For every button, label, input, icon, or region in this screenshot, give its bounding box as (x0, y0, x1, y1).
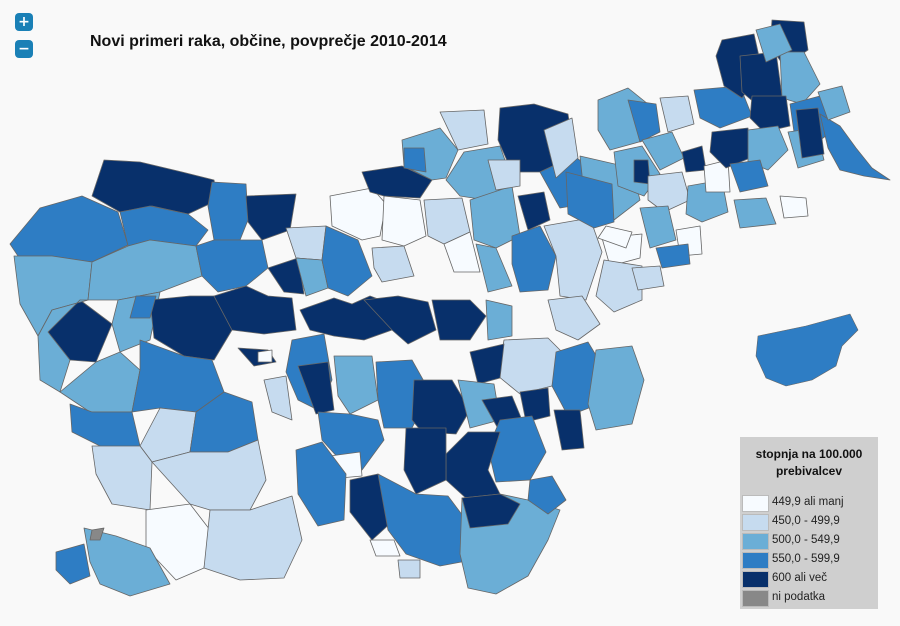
municipality-region[interactable] (263, 375, 293, 421)
municipality-region[interactable] (631, 265, 665, 291)
legend-label: 550,0 - 599,9 (772, 553, 840, 565)
municipality-region[interactable] (779, 51, 821, 105)
legend-swatch (742, 552, 769, 569)
municipality-region[interactable] (443, 231, 481, 273)
legend-item-class-1: 449,9 ali manj (742, 495, 876, 513)
map-title: Novi primeri raka, občine, povprečje 201… (90, 33, 447, 50)
municipality-region[interactable] (729, 159, 769, 193)
municipality-region[interactable] (469, 343, 505, 385)
legend-swatch (742, 590, 769, 607)
municipality-region[interactable] (37, 299, 89, 393)
municipality-region[interactable] (361, 165, 433, 199)
legend-label: 449,9 ali manj (772, 496, 844, 508)
municipality-region[interactable] (565, 171, 615, 229)
municipality-region[interactable] (403, 147, 427, 173)
municipality-region[interactable] (89, 527, 105, 541)
municipality-region[interactable] (655, 243, 691, 269)
municipality-region[interactable] (819, 113, 891, 181)
municipality-region[interactable] (733, 197, 777, 229)
legend-label: 450,0 - 499,9 (772, 515, 840, 527)
legend-label: ni podatka (772, 591, 826, 603)
municipality-region[interactable] (213, 285, 297, 335)
municipality-region[interactable] (647, 171, 691, 213)
zoom-in-button[interactable]: + (15, 13, 33, 31)
municipality-region[interactable] (55, 543, 91, 585)
legend-title: stopnja na 100.000 prebivalcev (755, 447, 863, 478)
legend-swatch (742, 514, 769, 531)
legend-swatch (742, 495, 769, 512)
municipality-region[interactable] (755, 23, 793, 63)
municipality-region[interactable] (681, 145, 707, 173)
municipality-region[interactable] (475, 243, 513, 293)
municipality-region[interactable] (203, 495, 303, 581)
municipality-region[interactable] (749, 95, 791, 133)
municipality-region[interactable] (519, 387, 551, 423)
municipality-region[interactable] (627, 99, 661, 143)
municipality-region[interactable] (149, 295, 233, 361)
municipality-region[interactable] (129, 295, 157, 319)
municipality-region[interactable] (595, 259, 643, 313)
municipality-region[interactable] (747, 125, 789, 171)
legend-swatch (742, 533, 769, 550)
municipality-region[interactable] (403, 427, 447, 495)
municipality-region[interactable] (485, 299, 513, 341)
municipality-region[interactable] (547, 295, 601, 341)
municipality-region[interactable] (257, 349, 273, 363)
municipality-region[interactable] (397, 559, 421, 579)
legend-item-no-data: ni podatka (742, 590, 876, 608)
zoom-out-button[interactable]: − (15, 40, 33, 58)
municipality-region[interactable] (511, 225, 557, 293)
municipality-region[interactable] (659, 95, 695, 133)
country-inset-shape[interactable] (755, 313, 859, 387)
municipality-region[interactable] (779, 195, 809, 219)
municipality-region[interactable] (295, 441, 347, 527)
municipality-region[interactable] (363, 295, 437, 345)
municipality-region[interactable] (119, 205, 209, 247)
legend-item-class-3: 500,0 - 549,9 (742, 533, 876, 551)
municipality-region[interactable] (795, 107, 825, 159)
municipality-region[interactable] (369, 539, 401, 557)
legend-item-class-5: 600 ali več (742, 571, 876, 589)
municipality-region[interactable] (527, 475, 567, 515)
municipality-region[interactable] (817, 85, 851, 121)
municipality-region[interactable] (297, 361, 335, 415)
legend: stopnja na 100.000 prebivalcev 449,9 ali… (740, 437, 878, 609)
municipality-region[interactable] (381, 195, 427, 247)
legend-item-class-2: 450,0 - 499,9 (742, 514, 876, 532)
municipality-region[interactable] (321, 225, 373, 297)
municipality-region[interactable] (267, 257, 305, 295)
municipality-region[interactable] (431, 299, 487, 341)
municipality-region[interactable] (83, 527, 171, 597)
municipality-region[interactable] (543, 117, 579, 179)
municipality-region[interactable] (91, 159, 219, 215)
municipality-region[interactable] (195, 239, 269, 293)
municipality-region[interactable] (91, 445, 153, 511)
municipality-region[interactable] (439, 109, 489, 151)
municipality-region[interactable] (333, 355, 379, 415)
municipality-region[interactable] (587, 345, 645, 431)
legend-swatch (742, 571, 769, 588)
legend-item-class-4: 550,0 - 599,9 (742, 552, 876, 570)
municipality-region[interactable] (245, 193, 297, 241)
municipality-region[interactable] (317, 411, 385, 471)
municipality-region[interactable] (639, 205, 677, 249)
municipality-region[interactable] (597, 225, 633, 249)
municipality-region[interactable] (411, 379, 471, 435)
municipality-region[interactable] (461, 493, 521, 529)
municipality-region[interactable] (371, 245, 415, 283)
municipality-region[interactable] (207, 181, 249, 241)
municipality-region[interactable] (487, 159, 521, 191)
municipality-region[interactable] (285, 225, 327, 261)
legend-label: 500,0 - 549,9 (772, 534, 840, 546)
municipality-region[interactable] (553, 409, 585, 451)
legend-label: 600 ali več (772, 572, 827, 584)
municipality-region[interactable] (517, 191, 551, 231)
municipality-region[interactable] (59, 351, 141, 413)
